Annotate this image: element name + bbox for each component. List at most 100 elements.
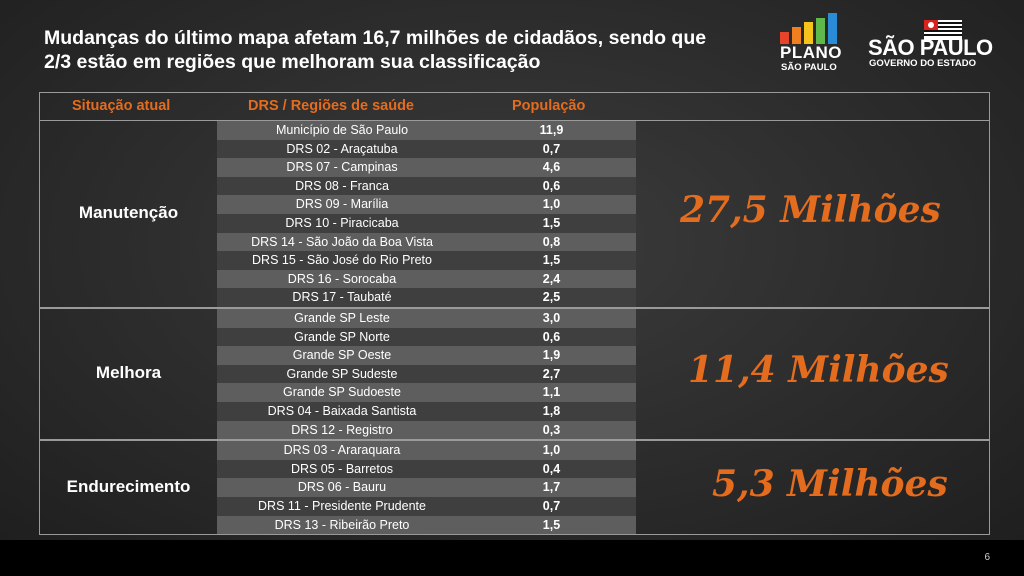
logo-bar bbox=[816, 18, 825, 44]
population-value: 0,6 bbox=[542, 329, 561, 344]
region-name: DRS 16 - Sorocaba bbox=[287, 271, 397, 286]
group-label: Melhora bbox=[95, 363, 162, 383]
region-name: DRS 15 - São José do Rio Preto bbox=[252, 253, 432, 268]
table-row: DRS 09 - Marília 1,0 bbox=[217, 195, 636, 214]
region-name: Grande SP Leste bbox=[294, 311, 390, 325]
group-1: Melhora Grande SP Leste 3,0 Grande SP Norte… bbox=[39, 308, 990, 441]
population-value: 1,0 bbox=[542, 197, 561, 212]
logo-bar bbox=[792, 27, 801, 44]
sp-flag-icon bbox=[924, 20, 962, 40]
page-number: 6 bbox=[984, 552, 990, 563]
plano-logo-subtitle: SÃO PAULO bbox=[781, 62, 837, 73]
group-2: Endurecimento DRS 03 - Araraquara 1,0 DRS 0… bbox=[39, 440, 990, 536]
population-value: 0,8 bbox=[542, 234, 561, 249]
population-value: 1,5 bbox=[542, 215, 561, 230]
table-row: DRS 16 - Sorocaba 2,4 bbox=[217, 269, 636, 289]
slide: Mudanças do último mapa afetam 16,7 milh… bbox=[0, 0, 1024, 540]
table-row: DRS 10 - Piracicaba 1,5 bbox=[217, 213, 636, 233]
population-value: 2,4 bbox=[542, 271, 561, 286]
population-value: 3,0 bbox=[542, 311, 561, 325]
governo-sao-paulo-logo: SÃO PAULO GOVERNO DO ESTADO bbox=[868, 20, 993, 74]
region-name: Grande SP Oeste bbox=[292, 348, 392, 363]
region-name: DRS 17 - Taubaté bbox=[292, 290, 392, 305]
region-name: DRS 06 - Bauru bbox=[297, 480, 387, 495]
table-row: Grande SP Leste 3,0 bbox=[217, 309, 636, 328]
group-0: Manutenção Município de São Paulo 11,9 DRS … bbox=[39, 120, 990, 308]
population-value: 1,8 bbox=[542, 403, 561, 418]
region-name: DRS 12 - Registro bbox=[291, 422, 393, 437]
table-row: DRS 03 - Araraquara 1,0 bbox=[217, 441, 636, 460]
region-name: DRS 02 - Araçatuba bbox=[286, 141, 398, 156]
table-row: DRS 02 - Araçatuba 0,7 bbox=[217, 139, 636, 159]
population-value: 1,9 bbox=[542, 348, 561, 363]
table-row: Município de São Paulo 11,9 bbox=[217, 121, 636, 140]
table-row: DRS 15 - São José do Rio Preto 1,5 bbox=[217, 251, 636, 270]
governo-logo-title: SÃO PAULO bbox=[868, 35, 993, 60]
group-rows: Grande SP Leste 3,0 Grande SP Norte 0,6 Gran… bbox=[217, 309, 636, 440]
logo-bar bbox=[780, 32, 789, 44]
plano-logo-title: PLANO bbox=[780, 43, 842, 62]
population-value: 0,6 bbox=[542, 178, 561, 193]
title-line-2: 2/3 estão em regiões que melhoram sua cl… bbox=[44, 51, 541, 73]
population-value: 0,4 bbox=[542, 461, 561, 476]
region-name: Grande SP Norte bbox=[294, 329, 390, 344]
region-name: Município de São Paulo bbox=[275, 123, 409, 137]
table-row: DRS 11 - Presidente Prudente 0,7 bbox=[217, 496, 636, 516]
header-situacao: Situação atual bbox=[72, 98, 171, 114]
population-table: Situação atual DRS / Regiões de saúde Po… bbox=[39, 92, 990, 536]
population-value: 11,9 bbox=[539, 123, 564, 137]
table-row: DRS 17 - Taubaté 2,5 bbox=[217, 288, 636, 307]
logo-bar bbox=[804, 22, 813, 44]
region-name: DRS 14 - São João da Boa Vista bbox=[251, 234, 433, 249]
table-row: DRS 08 - Franca 0,6 bbox=[217, 176, 636, 196]
plano-sao-paulo-logo: PLANO SÃO PAULO bbox=[780, 8, 850, 73]
table-row: DRS 13 - Ribeirão Preto 1,5 bbox=[217, 515, 636, 535]
region-name: DRS 04 - Baixada Santista bbox=[267, 403, 417, 418]
governo-logo-subtitle: GOVERNO DO ESTADO bbox=[869, 58, 976, 69]
header-populacao: População bbox=[512, 98, 586, 114]
group-label: Endurecimento bbox=[66, 476, 191, 496]
population-value: 0,7 bbox=[542, 141, 561, 156]
table-row: DRS 04 - Baixada Santista 1,8 bbox=[217, 401, 636, 421]
population-value: 1,0 bbox=[542, 443, 561, 458]
logo-bar bbox=[828, 13, 837, 44]
header-drs: DRS / Regiões de saúde bbox=[248, 98, 414, 114]
region-name: Grande SP Sudoeste bbox=[283, 385, 401, 400]
population-value: 0,3 bbox=[542, 422, 561, 437]
bottom-bar: 6 bbox=[0, 540, 1024, 576]
table-row: DRS 07 - Campinas 4,6 bbox=[217, 158, 636, 177]
region-name: DRS 10 - Piracicaba bbox=[285, 215, 399, 230]
region-name: DRS 08 - Franca bbox=[295, 178, 389, 193]
table-row: DRS 14 - São João da Boa Vista 0,8 bbox=[217, 232, 636, 252]
table-header: Situação atual DRS / Regiões de saúde Po… bbox=[39, 92, 990, 120]
population-value: 2,5 bbox=[542, 290, 561, 305]
population-value: 1,5 bbox=[542, 517, 561, 532]
table-row: Grande SP Oeste 1,9 bbox=[217, 346, 636, 365]
region-name: DRS 05 - Barretos bbox=[290, 461, 394, 476]
table-row: Grande SP Norte 0,6 bbox=[217, 327, 636, 347]
population-value: 1,5 bbox=[542, 253, 561, 268]
region-name: DRS 03 - Araraquara bbox=[283, 443, 401, 458]
table-row: DRS 06 - Bauru 1,7 bbox=[217, 478, 636, 497]
region-name: DRS 11 - Presidente Prudente bbox=[258, 498, 426, 513]
table-row: DRS 12 - Registro 0,3 bbox=[217, 420, 636, 440]
group-rows: DRS 03 - Araraquara 1,0 DRS 05 - Barretos 0… bbox=[217, 441, 636, 535]
group-total: 5,3 Milhões bbox=[712, 462, 948, 505]
title-line-1: Mudanças do último mapa afetam 16,7 milh… bbox=[44, 27, 707, 49]
group-label: Manutenção bbox=[78, 203, 179, 222]
group-rows: Município de São Paulo 11,9 DRS 02 - Araça… bbox=[217, 121, 636, 307]
table-row: Grande SP Sudoeste 1,1 bbox=[217, 383, 636, 402]
group-total: 27,5 Milhões bbox=[680, 189, 941, 231]
region-name: DRS 13 - Ribeirão Preto bbox=[274, 517, 410, 532]
population-value: 2,7 bbox=[542, 366, 561, 381]
group-total: 11,4 Milhões bbox=[688, 349, 949, 392]
region-name: Grande SP Sudeste bbox=[286, 366, 398, 381]
population-value: 1,7 bbox=[542, 480, 561, 495]
population-value: 1,1 bbox=[542, 385, 561, 400]
population-value: 4,6 bbox=[542, 160, 561, 175]
table-row: Grande SP Sudeste 2,7 bbox=[217, 364, 636, 384]
population-value: 0,7 bbox=[542, 498, 561, 513]
table-row: DRS 05 - Barretos 0,4 bbox=[217, 459, 636, 479]
region-name: DRS 09 - Marília bbox=[295, 197, 389, 212]
slide-title: Mudanças do último mapa afetam 16,7 milh… bbox=[44, 26, 764, 74]
